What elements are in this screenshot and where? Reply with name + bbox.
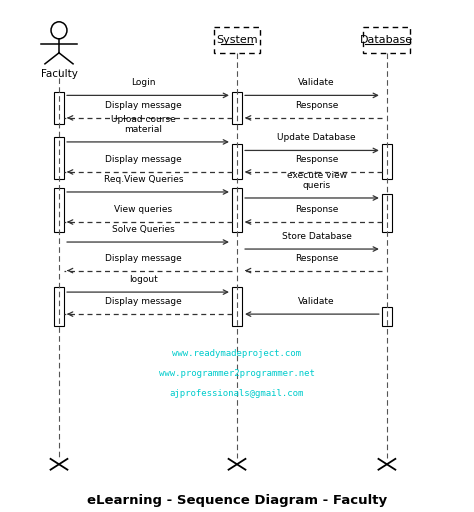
Bar xyxy=(382,194,392,232)
Bar xyxy=(54,137,64,179)
Text: Solve Queries: Solve Queries xyxy=(112,225,175,234)
Text: Validate: Validate xyxy=(298,297,335,306)
Text: logout: logout xyxy=(129,275,158,284)
Bar xyxy=(232,144,242,179)
Text: Faculty: Faculty xyxy=(41,69,77,79)
Text: Response: Response xyxy=(295,205,338,214)
Text: www.readymadeproject.com: www.readymadeproject.com xyxy=(173,349,301,358)
Text: System: System xyxy=(216,35,258,45)
Text: Display message: Display message xyxy=(105,101,182,110)
Text: Display message: Display message xyxy=(105,253,182,263)
Text: Store Database: Store Database xyxy=(282,232,352,241)
Text: Validate: Validate xyxy=(298,78,335,88)
Text: Display message: Display message xyxy=(105,155,182,164)
Bar xyxy=(232,188,242,232)
Bar xyxy=(214,27,260,53)
Text: Login: Login xyxy=(131,78,155,88)
Text: View queries: View queries xyxy=(114,205,173,214)
Text: Response: Response xyxy=(295,101,338,110)
Bar xyxy=(232,92,242,124)
Bar xyxy=(54,287,64,326)
Bar xyxy=(364,27,410,53)
Text: Display message: Display message xyxy=(105,297,182,306)
Bar xyxy=(54,188,64,232)
Text: www.programmer2programmer.net: www.programmer2programmer.net xyxy=(159,369,315,378)
Text: Database: Database xyxy=(360,35,413,45)
Bar xyxy=(54,92,64,124)
Bar xyxy=(382,144,392,179)
Text: Req.View Queries: Req.View Queries xyxy=(103,175,183,184)
Bar xyxy=(232,287,242,326)
Text: ajprofessionals@gmail.com: ajprofessionals@gmail.com xyxy=(170,389,304,398)
Text: execute view
queris: execute view queris xyxy=(287,170,346,190)
Text: Response: Response xyxy=(295,155,338,164)
Text: Update Database: Update Database xyxy=(277,134,356,142)
Text: Upload course
material: Upload course material xyxy=(111,115,176,134)
Text: Response: Response xyxy=(295,253,338,263)
Text: eLearning - Sequence Diagram - Faculty: eLearning - Sequence Diagram - Faculty xyxy=(87,494,387,507)
Bar xyxy=(382,307,392,326)
